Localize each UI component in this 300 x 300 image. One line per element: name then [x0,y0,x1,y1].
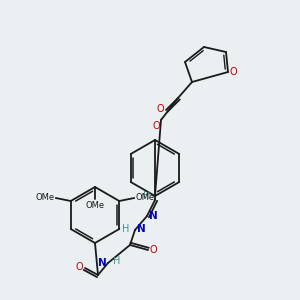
Text: H: H [122,224,130,234]
Text: O: O [156,104,164,114]
Text: N: N [137,224,146,234]
Text: O: O [230,67,238,77]
Text: H: H [113,256,120,266]
Text: N: N [149,211,158,221]
Text: OMe: OMe [36,194,55,202]
Text: O: O [150,245,158,255]
Text: N: N [98,258,107,268]
Text: OMe: OMe [85,201,105,210]
Text: OMe: OMe [135,194,154,202]
Text: H: H [143,191,151,201]
Text: O: O [75,262,83,272]
Text: O: O [152,121,160,131]
